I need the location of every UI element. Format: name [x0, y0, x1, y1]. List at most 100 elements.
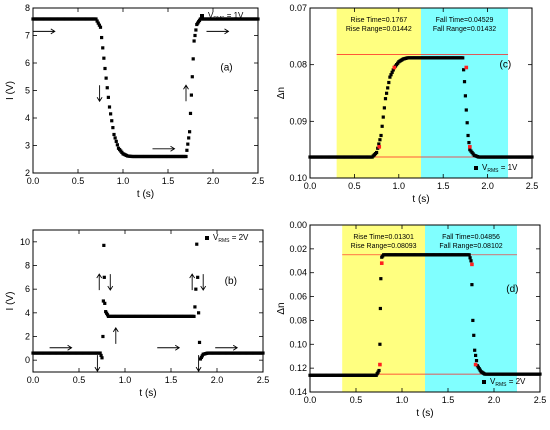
y-tick-label: 6 — [25, 58, 30, 68]
data-point — [377, 368, 381, 373]
arrow-down — [200, 274, 207, 291]
data-point — [530, 155, 534, 159]
arrow-down — [195, 355, 202, 372]
x-tick-label: 0.0 — [27, 375, 40, 385]
marker-point — [378, 362, 382, 367]
x-tick-label: 1.0 — [117, 176, 130, 186]
data-point — [379, 133, 383, 138]
arrow-up — [189, 273, 196, 291]
data-point — [462, 68, 466, 72]
data-point — [194, 287, 198, 291]
data-point — [380, 124, 384, 128]
x-tick-label: 2.0 — [488, 395, 501, 405]
data-series — [31, 242, 265, 361]
data-point — [464, 108, 468, 112]
data-point — [102, 243, 106, 247]
data-point — [192, 39, 196, 43]
data-point — [192, 314, 196, 318]
rise-annotation: Rise Range=0.08093 — [351, 243, 417, 250]
panel-d: 0.0 0.5 1.0 1.5 2.0 2.5 0.00 0.02 0.04 0.06 0.08 0.… — [276, 220, 546, 419]
data-point — [470, 283, 474, 287]
marker-point — [468, 145, 472, 149]
data-point — [390, 70, 394, 74]
data-point — [103, 301, 107, 305]
arrow-down — [96, 85, 103, 103]
y-tick-label: 0.02 — [289, 244, 307, 254]
data-point — [188, 130, 192, 134]
arrow-down — [107, 274, 114, 291]
data-point — [103, 66, 107, 71]
data-point — [467, 253, 471, 257]
x-tick-label: 2.5 — [252, 176, 265, 186]
data-point — [378, 342, 382, 346]
data-point — [462, 80, 467, 84]
plot-frame — [32, 229, 264, 373]
data-point — [100, 356, 104, 360]
x-tick-label: 2.0 — [207, 176, 220, 186]
y-tick-label: 0.04 — [289, 268, 307, 278]
y-tick-label: 0.00 — [289, 220, 307, 230]
data-point — [384, 91, 389, 95]
y-tick-label: 0 — [25, 355, 30, 365]
data-point — [378, 306, 382, 311]
arrow-up — [183, 84, 189, 102]
legend-marker — [205, 236, 209, 240]
data-point — [96, 21, 100, 25]
legend-label: VRMS = 1V — [208, 11, 244, 22]
y-tick-label: 0.14 — [289, 387, 307, 397]
legend: VRMS = 2V — [482, 377, 526, 388]
arrow-down — [94, 355, 101, 372]
y-tick-label: 6 — [25, 284, 30, 294]
data-point — [381, 115, 385, 119]
rise-annotation: Rise Time=0.1767 — [351, 17, 408, 24]
y-tick-label: 0.08 — [289, 60, 307, 70]
legend-label: VRMS = 2V — [213, 233, 249, 244]
data-point — [194, 28, 198, 32]
plot-frame — [309, 224, 541, 393]
data-point — [101, 334, 105, 339]
data-point — [469, 259, 473, 263]
x-tick-label: 1.5 — [165, 375, 178, 385]
x-tick-label: 0.5 — [348, 181, 361, 191]
y-tick-label: 10 — [20, 237, 30, 247]
data-point — [196, 275, 200, 279]
fall-region — [421, 8, 509, 178]
legend-marker — [200, 14, 204, 18]
data-point — [101, 299, 105, 303]
plot-frame — [309, 7, 533, 179]
legend: VRMS = 1V — [200, 11, 244, 22]
x-tick-label: 1.5 — [162, 176, 175, 186]
panel-b: 0.0 0.5 1.0 1.5 2.0 2.5 0 2 4 6 8 10 t (s) I (V) (b) VR… — [5, 229, 269, 399]
y-tick-label: 2 — [25, 332, 30, 342]
data-point — [184, 154, 188, 159]
legend: VRMS = 1V — [474, 163, 518, 174]
data-point — [187, 136, 191, 140]
data-point — [473, 348, 477, 352]
panel-label: (d) — [506, 284, 518, 295]
data-point — [387, 80, 391, 85]
legend-label: VRMS = 2V — [490, 377, 526, 388]
data-point — [113, 136, 117, 140]
panel-c: 0.0 0.5 1.0 1.5 2.0 2.5 0.07 0.08 0.09 0.10 t (s) Δ… — [276, 3, 538, 205]
data-point — [378, 138, 382, 142]
data-point — [101, 46, 105, 50]
data-point — [379, 277, 383, 281]
y-tick-label: 7 — [25, 31, 30, 41]
arrow-right — [49, 344, 73, 351]
data-point — [383, 97, 388, 101]
fall-annotation: Fall Time=0.04856 — [442, 234, 500, 241]
data-point — [474, 353, 478, 358]
rise-region — [336, 8, 421, 178]
y-tick-label: 0.06 — [289, 292, 307, 302]
rise-region — [342, 225, 425, 392]
data-point — [388, 75, 392, 79]
data-point — [188, 111, 193, 116]
rise-annotation: Rise Range=0.01442 — [346, 26, 412, 33]
data-point — [467, 140, 471, 145]
x-tick-label: 2.0 — [481, 181, 494, 191]
data-point — [115, 143, 119, 147]
y-tick-label: 0.07 — [289, 3, 307, 13]
x-tick-label: 1.0 — [396, 395, 409, 405]
data-point — [99, 353, 103, 358]
